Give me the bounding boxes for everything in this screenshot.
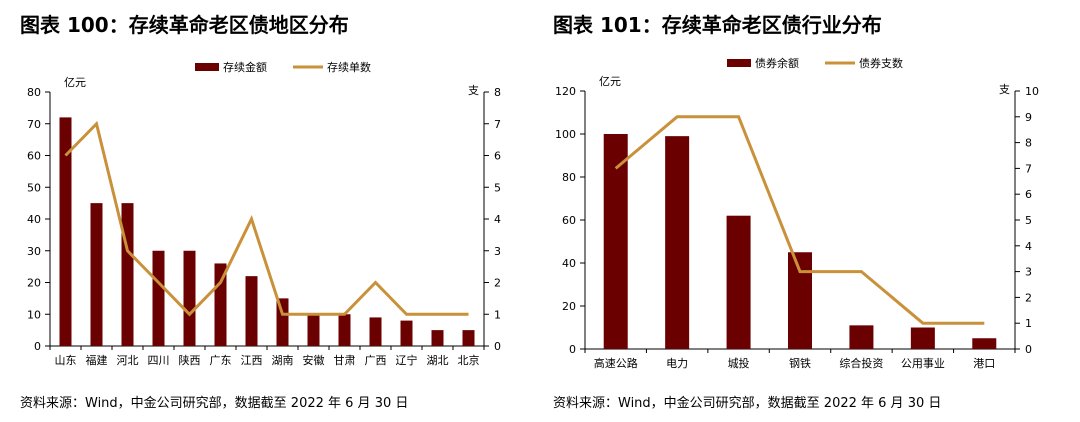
bar-福建: [90, 203, 103, 346]
bar-辽宁: [400, 320, 413, 346]
x-tick-label: 河北: [117, 354, 139, 367]
x-tick-label: 广西: [365, 354, 387, 367]
y-tick-label: 70: [27, 118, 41, 131]
bar-安徽: [307, 314, 320, 346]
y-tick-label: 20: [562, 300, 576, 313]
bar-山东: [59, 117, 72, 347]
x-tick-label: 城投: [728, 356, 750, 370]
source-note: 资料来源：Wind，中金公司研究部，数据截至 2022 年 6 月 30 日: [20, 396, 409, 411]
x-tick-label: 钢铁: [789, 357, 811, 370]
bar-湖北: [431, 330, 444, 346]
legend-label-bar: 债券余额: [755, 56, 799, 70]
y2-axis-unit-label: 支: [468, 84, 479, 97]
y-tick-label: 10: [27, 308, 41, 321]
bar-钢铁: [788, 252, 812, 349]
y2-tick-label: 8: [494, 86, 501, 99]
x-tick-label: 高速公路: [594, 356, 638, 370]
y2-tick-label: 9: [1025, 111, 1032, 124]
bar-城投: [726, 215, 751, 349]
y-tick-label: 40: [27, 213, 41, 226]
y2-axis-unit-label: 支: [999, 83, 1010, 96]
y-tick-label: 100: [555, 128, 576, 141]
y2-tick-label: 5: [1025, 214, 1032, 227]
x-tick-label: 山东: [55, 354, 77, 367]
y-tick-label: 20: [27, 277, 41, 290]
y2-tick-label: 3: [494, 245, 501, 258]
y2-tick-label: 6: [1025, 188, 1032, 201]
y-tick-label: 80: [27, 86, 41, 99]
bar-四川: [152, 250, 165, 346]
y2-tick-label: 10: [1025, 85, 1039, 98]
y2-tick-label: 7: [1025, 162, 1032, 175]
x-tick-label: 福建: [86, 353, 108, 367]
y2-tick-label: 8: [1025, 137, 1032, 150]
y-tick-label: 0: [569, 343, 576, 356]
bar-湖南: [276, 298, 289, 346]
x-tick-label: 公用事业: [901, 357, 945, 370]
y-tick-label: 50: [27, 181, 41, 194]
bar-江西: [245, 276, 258, 346]
x-tick-label: 辽宁: [396, 353, 418, 367]
chart-title: 图表 100：存续革命老区债地区分布: [20, 13, 349, 37]
y2-tick-label: 0: [1025, 343, 1032, 356]
y-tick-label: 80: [562, 171, 576, 184]
x-tick-label: 安徽: [303, 353, 325, 367]
y-tick-label: 120: [555, 85, 576, 98]
legend-swatch-bar: [727, 59, 751, 67]
y2-tick-label: 0: [494, 340, 501, 353]
x-tick-label: 陕西: [179, 353, 201, 367]
y-axis-unit-label: 亿元: [599, 75, 621, 88]
x-tick-label: 北京: [458, 353, 480, 367]
legend-label-line: 债券支数: [859, 56, 903, 70]
bar-北京: [462, 330, 475, 346]
x-tick-label: 甘肃: [334, 354, 356, 367]
bar-综合投资: [849, 325, 874, 349]
bar-电力: [665, 136, 690, 349]
y-tick-label: 60: [562, 214, 576, 227]
bar-陕西: [183, 250, 196, 346]
y2-tick-label: 2: [1025, 291, 1032, 304]
x-tick-label: 广东: [210, 354, 232, 367]
legend-label-bar: 存续金额: [223, 60, 267, 74]
y2-tick-label: 1: [494, 308, 501, 321]
bar-河北: [121, 203, 134, 346]
bar-广西: [369, 317, 382, 346]
chart-panel-industries: 图表 101：存续革命老区债行业分布 0 20 40 60 80 100 120 0 1 2 3 4 5…: [550, 0, 1080, 422]
y2-tick-label: 2: [494, 277, 501, 290]
y2-tick-label: 4: [494, 213, 501, 226]
y2-tick-label: 3: [1025, 266, 1032, 279]
x-tick-label: 四川: [148, 354, 170, 367]
bar-高速公路: [603, 134, 628, 349]
x-tick-label: 港口: [973, 357, 995, 370]
legend-label-line: 存续单数: [327, 60, 371, 74]
line-series-存续单数: [64, 120, 469, 317]
y2-tick-label: 4: [1025, 240, 1032, 253]
y-tick-label: 30: [27, 245, 41, 258]
y2-tick-label: 7: [494, 118, 501, 131]
y-tick-label: 0: [34, 340, 41, 353]
x-tick-label: 湖南: [272, 354, 294, 367]
y-tick-label: 40: [562, 257, 576, 270]
chart-region-distribution: 01020304050607080012345678亿元支山东 福建 河北 四川 陕西广…: [27, 60, 501, 367]
bar-公用事业: [910, 327, 935, 349]
x-tick-label: 综合投资: [839, 356, 883, 370]
y-tick-label: 60: [27, 150, 41, 163]
bar-甘肃: [338, 314, 351, 346]
source-note: 资料来源：Wind，中金公司研究部，数据截至 2022 年 6 月 30 日: [553, 396, 942, 411]
chart-panel-regions: 图表 100：存续革命老区债地区分布 0 10 20 30 40 50 60 70 80 0 1 2 3…: [0, 0, 530, 422]
chart-title: 图表 101：存续革命老区债行业分布: [553, 13, 882, 37]
x-tick-label: 江西: [241, 354, 263, 367]
legend-swatch-bar: [195, 63, 219, 71]
bar-港口: [972, 338, 997, 349]
y-axis-unit-label: 亿元: [64, 76, 86, 89]
y2-tick-label: 5: [494, 181, 501, 194]
y2-tick-label: 6: [494, 150, 501, 163]
x-tick-label: 湖北: [427, 354, 449, 367]
y2-tick-label: 1: [1025, 317, 1032, 330]
x-tick-label: 电力: [666, 357, 688, 370]
